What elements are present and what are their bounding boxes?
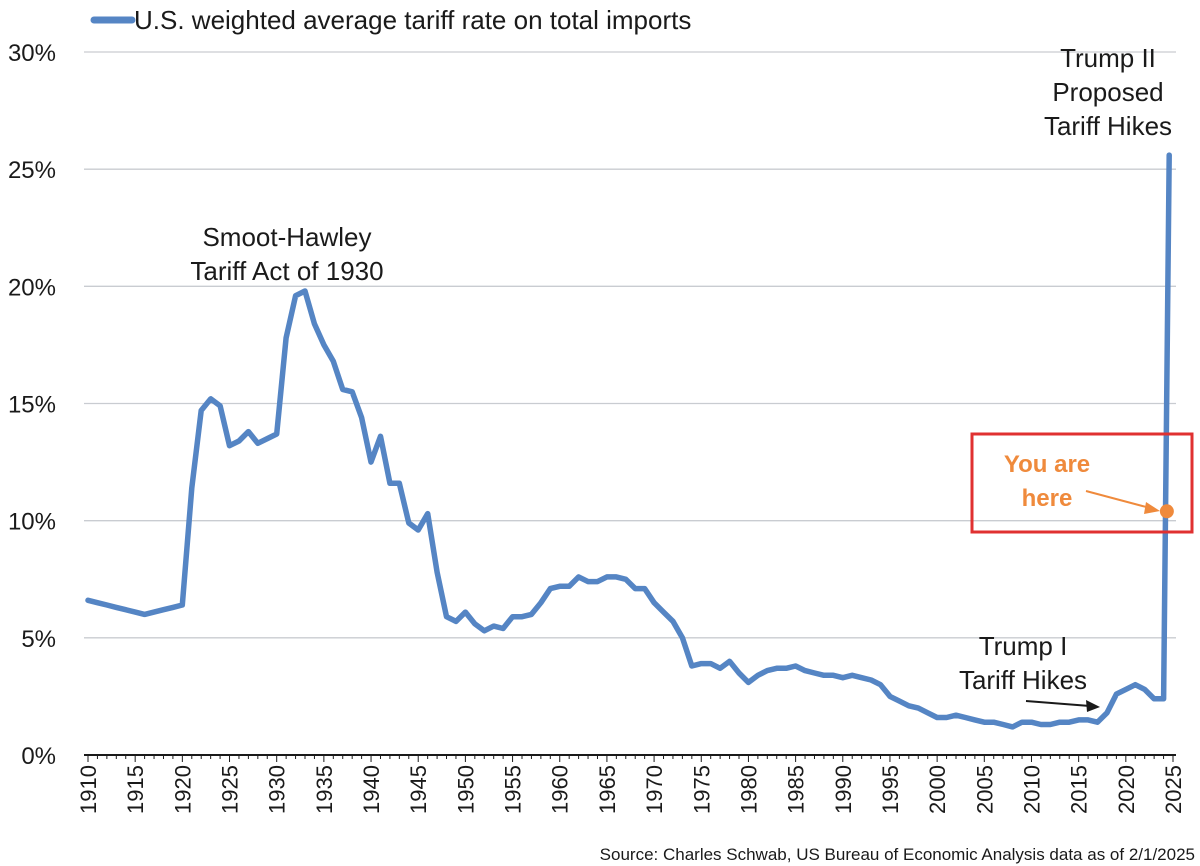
annotation-line: here (1022, 485, 1073, 512)
y-tick-label: 30% (8, 40, 56, 67)
x-tick-label: 1920 (170, 765, 195, 814)
x-axis-ticks: 1910 1915 1920 1925 1930 1935 1940 1945 1950 1955… (76, 755, 1186, 814)
annotation-trump-i: Trump I Tariff Hikes (959, 631, 1100, 712)
x-tick-label: 1930 (265, 765, 290, 814)
x-tick-label: 1955 (501, 765, 526, 814)
x-tick-label: 1980 (736, 765, 761, 814)
x-tick-label: 2000 (925, 765, 950, 814)
annotation-smoot-hawley: Smoot-Hawley Tariff Act of 1930 (190, 222, 383, 286)
x-tick-label: 2010 (1019, 765, 1044, 814)
legend-label: U.S. weighted average tariff rate on tot… (134, 5, 691, 35)
trump-i-arrowhead (1086, 700, 1100, 712)
you-are-here-marker (1159, 504, 1174, 519)
x-tick-label: 1985 (784, 765, 809, 814)
x-tick-label: 1950 (453, 765, 478, 814)
annotation-you-are-here: You are here (1004, 451, 1174, 519)
x-tick-label: 1945 (406, 765, 431, 814)
x-tick-label: 1925 (218, 765, 243, 814)
y-tick-label: 5% (21, 626, 56, 653)
x-tick-label: 2020 (1114, 765, 1139, 814)
annotation-line: Trump I (979, 631, 1068, 661)
x-tick-label: 1915 (123, 765, 148, 814)
y-tick-label: 10% (8, 509, 56, 536)
x-tick-label: 2015 (1067, 765, 1092, 814)
you-arrowhead (1144, 502, 1160, 514)
source-note: Source: Charles Schwab, US Bureau of Eco… (600, 845, 1195, 864)
annotation-line: You are (1004, 451, 1090, 478)
x-tick-label: 2025 (1161, 765, 1186, 814)
x-tick-label: 1910 (76, 765, 101, 814)
highlight-box (970, 432, 1194, 534)
annotation-line: Tariff Act of 1930 (190, 256, 383, 286)
you-arrow (1085, 490, 1151, 509)
y-tick-label: 0% (21, 743, 56, 770)
x-tick-label: 1975 (689, 765, 714, 814)
y-tick-label: 15% (8, 392, 56, 419)
annotation-line: Trump II (1060, 43, 1156, 73)
annotation-line: Smoot-Hawley (202, 222, 371, 252)
x-tick-label: 1965 (595, 765, 620, 814)
y-axis-ticks: 0% 5% 10% 15% 20% 25% 30% (8, 40, 56, 770)
legend: U.S. weighted average tariff rate on tot… (90, 5, 691, 35)
x-tick-label: 1995 (878, 765, 903, 814)
x-tick-label: 1935 (312, 765, 337, 814)
x-tick-label: 1960 (548, 765, 573, 814)
annotation-line: Tariff Hikes (1044, 111, 1172, 141)
annotation-line: Proposed (1052, 77, 1163, 107)
trump-i-arrow (1025, 700, 1091, 707)
x-tick-label: 1940 (359, 765, 384, 814)
x-tick-label: 1990 (831, 765, 856, 814)
x-tick-label: 2005 (972, 765, 997, 814)
annotation-line: Tariff Hikes (959, 665, 1087, 695)
y-tick-label: 20% (8, 274, 56, 301)
annotation-trump-ii: Trump II Proposed Tariff Hikes (1044, 43, 1172, 141)
series-line (85, 152, 1172, 730)
gridlines (84, 51, 1176, 639)
x-tick-label: 1970 (642, 765, 667, 814)
y-tick-label: 25% (8, 157, 56, 184)
